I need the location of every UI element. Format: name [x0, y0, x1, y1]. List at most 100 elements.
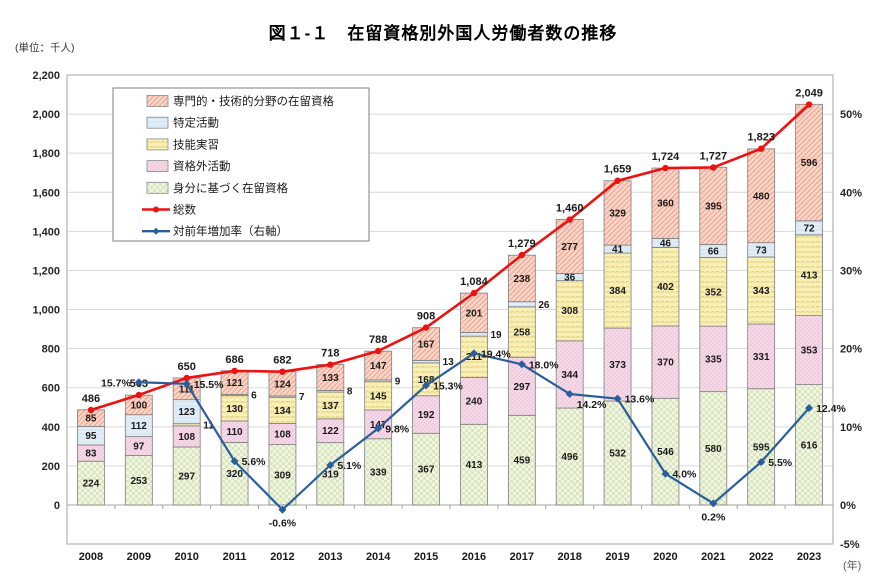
segment-value-label: 370: [657, 358, 674, 369]
segment-value-label: 110: [226, 427, 243, 438]
bar-segment: [603, 252, 632, 329]
segment-value-label: 253: [130, 476, 147, 487]
right-axis-tick-label: 50%: [840, 109, 862, 121]
y-axis-tick-label: 2,200: [32, 70, 60, 82]
growth-rate-marker: [613, 394, 622, 403]
total-value-label: 1,659: [604, 164, 632, 176]
total-value-label: 2,049: [795, 88, 823, 100]
x-axis-year-label: 2010: [174, 551, 198, 563]
total-line-marker: [374, 347, 382, 355]
legend-item-label: 特定活動: [173, 116, 219, 130]
total-value-label: 1,084: [460, 276, 488, 288]
segment-value-label: 319: [322, 469, 339, 480]
segment-value-label: 145: [370, 391, 387, 402]
total-line-marker: [518, 251, 526, 259]
right-axis-tick-label: 40%: [840, 187, 862, 199]
segment-value-label: 238: [513, 274, 530, 285]
segment-value-label: 339: [370, 467, 387, 478]
segment-value-label: 413: [801, 271, 818, 282]
segment-value-label: 201: [466, 308, 483, 319]
bar-segment: [795, 103, 823, 222]
total-line-marker: [566, 216, 573, 223]
segment-value-label: 595: [753, 442, 770, 453]
segment-value-label: 373: [609, 360, 626, 371]
bar-segment: [268, 444, 297, 506]
segment-value-label: 168: [418, 375, 435, 386]
bar-segment: [699, 166, 728, 245]
x-axis-year-label: 2022: [749, 551, 773, 563]
x-axis-year-label: 2012: [270, 551, 294, 563]
y-axis-tick-label: 800: [42, 344, 60, 356]
segment-value-label: 66: [708, 246, 720, 257]
segment-value-label: 329: [609, 208, 626, 219]
legend-item: 特定活動: [146, 116, 219, 130]
total-line-marker: [183, 374, 190, 382]
bar-segment: [795, 234, 823, 317]
growth-rate-label: 5.1%: [337, 460, 362, 472]
x-axis-year-label: 2020: [653, 551, 677, 563]
growth-rate-label: 15.3%: [433, 380, 463, 392]
growth-rate-marker: [422, 381, 431, 390]
growth-rate-marker: [469, 349, 478, 358]
growth-rate-marker: [565, 389, 574, 398]
growth-rate-label: 19.4%: [481, 348, 511, 360]
segment-value-label: 108: [274, 430, 291, 441]
segment-value-label: 240: [466, 396, 483, 407]
growth-rate-marker: [182, 379, 191, 388]
legend-item-label: 総数: [173, 203, 196, 217]
bar-segment: [220, 442, 249, 506]
segment-value-label: 41: [612, 245, 624, 256]
total-line-marker: [757, 145, 765, 152]
segment-value-label: 122: [322, 426, 339, 437]
x-axis-year-label: 2018: [557, 551, 581, 563]
bar-segment: [460, 332, 488, 337]
bar-segment: [555, 280, 584, 342]
bar-segment: [603, 400, 632, 506]
total-line-marker: [231, 367, 238, 375]
total-value-label: 1,727: [700, 150, 728, 162]
growth-rate-marker: [374, 424, 383, 433]
growth-rate-label: 4.0%: [672, 469, 697, 481]
segment-value-label: 192: [418, 410, 435, 421]
growth-rate-marker: [517, 360, 526, 369]
growth-rate-marker: [230, 457, 239, 466]
x-axis-year-label: 2009: [127, 551, 151, 563]
segment-value-label: 133: [322, 373, 339, 384]
segment-value-label: 596: [801, 158, 818, 169]
bar-segment: [555, 219, 584, 274]
y-axis-tick-label: 1,200: [32, 265, 60, 277]
legend-item: 資格外活動: [146, 159, 231, 173]
growth-rate-label: 18.0%: [529, 359, 559, 371]
x-axis-year-label: 2021: [701, 551, 725, 563]
segment-value-label: 277: [561, 242, 578, 253]
right-axis-tick-label: -5%: [840, 539, 860, 551]
segment-value-label: 224: [83, 479, 100, 490]
segment-value-label: 335: [705, 354, 722, 365]
growth-rate-label: 12.4%: [816, 403, 846, 415]
segment-value-label: 496: [561, 452, 578, 463]
total-line-marker: [87, 406, 95, 414]
total-line-marker: [710, 164, 717, 171]
segment-value-label: 320: [226, 469, 243, 480]
legend-item: 身分に基づく在留資格: [146, 181, 288, 195]
segment-value-label: 297: [178, 471, 195, 482]
bar-segment: [220, 395, 249, 422]
segment-value-label: 11: [203, 420, 214, 431]
legend-swatch: [146, 138, 169, 151]
growth-rate-marker: [134, 378, 143, 387]
legend-swatch: [146, 181, 169, 194]
bar-segment: [316, 391, 345, 420]
growth-rate-label: -0.6%: [269, 518, 297, 530]
legend-swatch: [146, 95, 169, 107]
segment-value-label: 123: [178, 407, 195, 418]
x-axis-year-label: 2008: [79, 551, 103, 563]
total-line-marker: [422, 324, 430, 331]
y-axis-tick-label: 0: [54, 500, 60, 512]
growth-rate-label: 15.5%: [194, 379, 224, 391]
total-line-marker: [662, 164, 669, 172]
growth-rate-label: 0.2%: [701, 511, 726, 523]
x-axis-year-label: 2019: [605, 551, 629, 563]
segment-value-label: 360: [657, 199, 674, 210]
segment-value-label: 134: [274, 406, 291, 417]
plot-frame: [66, 74, 834, 545]
